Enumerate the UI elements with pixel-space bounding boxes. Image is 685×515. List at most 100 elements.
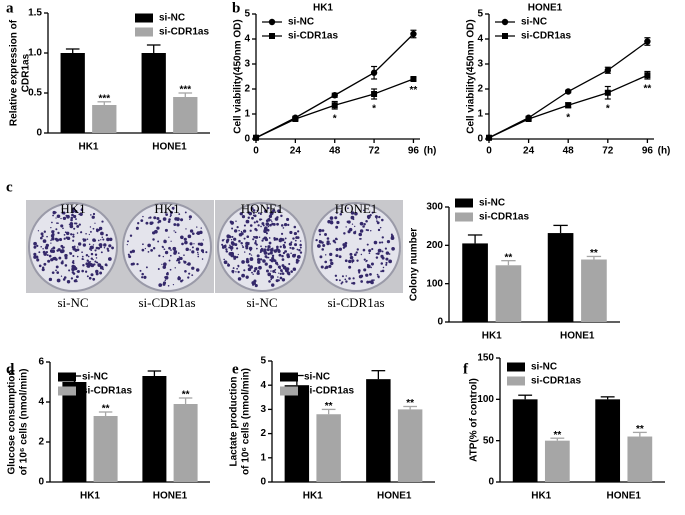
- colony: [245, 275, 249, 279]
- colony: [353, 231, 357, 235]
- colony: [183, 237, 187, 241]
- colony: [80, 208, 84, 212]
- colony: [74, 209, 78, 213]
- colony: [45, 251, 49, 254]
- colony: [92, 258, 94, 261]
- colony: [267, 272, 272, 277]
- colony: [104, 244, 107, 246]
- colony: [326, 242, 330, 246]
- legend-swatch: [507, 376, 525, 386]
- colony: [253, 221, 256, 224]
- colony: [336, 220, 340, 225]
- colony: [191, 232, 195, 235]
- significance: ***: [98, 93, 110, 104]
- colony: [54, 258, 58, 261]
- colony: [344, 278, 347, 281]
- colony: [223, 260, 228, 265]
- bar: [397, 409, 423, 482]
- colony: [79, 212, 83, 216]
- colony: [259, 258, 263, 261]
- colony: [163, 262, 167, 267]
- colony: [178, 213, 181, 216]
- colony: [73, 214, 77, 219]
- colony: [263, 249, 267, 253]
- colony: [258, 236, 261, 239]
- colony: [241, 260, 245, 264]
- colony: [162, 265, 167, 269]
- panel-letter: f: [463, 361, 469, 377]
- point: [644, 72, 651, 79]
- colony: [378, 215, 381, 219]
- colony: [344, 259, 348, 263]
- colony: [197, 255, 200, 258]
- colony: [241, 214, 246, 219]
- colony: [69, 224, 74, 229]
- colony: [168, 236, 170, 238]
- colony: [377, 228, 381, 232]
- colony: [376, 252, 380, 256]
- colony: [274, 271, 277, 274]
- colony: [171, 211, 173, 213]
- x-tick-label: 24: [523, 146, 535, 157]
- colony: [135, 226, 139, 230]
- y-tick-label: 0.5: [28, 88, 42, 99]
- significance: **: [182, 390, 190, 401]
- colony: [335, 278, 338, 282]
- colony: [95, 272, 99, 276]
- colony: [385, 257, 389, 261]
- colony: [50, 258, 54, 262]
- colony: [374, 215, 378, 219]
- colony: [250, 207, 254, 210]
- colony: [76, 255, 79, 258]
- colony: [284, 237, 287, 240]
- colony: [245, 259, 250, 264]
- colony: [66, 236, 71, 241]
- colony: [336, 212, 338, 214]
- colony: [126, 244, 128, 246]
- colony: [365, 220, 368, 223]
- colony: [268, 280, 271, 283]
- colony: [283, 223, 288, 227]
- colony: [164, 276, 167, 279]
- colony: [62, 211, 66, 215]
- colony: [225, 248, 228, 251]
- colony: [140, 219, 144, 223]
- colony: [228, 235, 232, 239]
- colony: [367, 215, 371, 219]
- colony: [227, 262, 229, 265]
- colony: [46, 235, 48, 238]
- colony: [200, 227, 202, 229]
- colony: [378, 276, 380, 279]
- colony: [221, 243, 224, 246]
- colony: [273, 259, 276, 262]
- chart-title: HONE1: [528, 3, 563, 14]
- significance: **: [590, 248, 598, 259]
- colony: [285, 267, 290, 271]
- colony: [141, 248, 145, 252]
- colony: [164, 211, 167, 214]
- colony: [43, 262, 47, 266]
- colony: [77, 246, 79, 248]
- colony: [270, 211, 274, 215]
- colony: [70, 233, 73, 236]
- point: [292, 116, 299, 122]
- colony: [270, 275, 275, 279]
- colony: [162, 217, 167, 221]
- legend-label: si-CDR1as: [531, 376, 581, 387]
- colony: [351, 262, 353, 264]
- colony: [70, 277, 73, 280]
- colony: [370, 266, 372, 269]
- colony: [66, 280, 71, 284]
- y-axis-label: CDR1as: [21, 53, 32, 92]
- photo-top-label: HONE1: [335, 201, 378, 216]
- colony: [249, 265, 253, 269]
- colony: [286, 217, 290, 221]
- colony: [61, 208, 63, 210]
- colony: [75, 218, 77, 220]
- colony: [249, 229, 252, 232]
- legend-label: si-CDR1as: [521, 31, 571, 42]
- panel-letter: c: [6, 179, 13, 195]
- colony: [162, 255, 165, 258]
- colony: [156, 216, 160, 220]
- y-axis-label: Cell viability(450nm OD): [233, 19, 244, 133]
